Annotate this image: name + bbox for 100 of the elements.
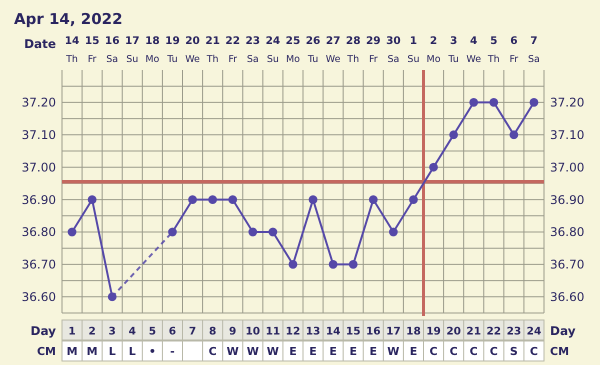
x2-tick-label: 29 <box>366 35 381 47</box>
point <box>328 260 338 269</box>
y2-tick-label: 37.20 <box>550 96 584 110</box>
text: CM <box>550 344 570 358</box>
point <box>368 195 378 204</box>
text: Tu <box>306 54 318 65</box>
point <box>348 260 358 269</box>
x-tick-label: 9 <box>229 326 236 338</box>
text: Fr <box>228 54 238 65</box>
x-tick-label: 11 <box>266 326 280 338</box>
x2-tick-label: 4 <box>470 35 478 47</box>
y-tick-label: 36.80 <box>22 225 56 240</box>
x-tick-label: 19 <box>426 326 441 338</box>
text: Mo <box>286 54 300 65</box>
text: C <box>450 344 458 358</box>
text: W <box>266 344 279 358</box>
text: E <box>349 344 357 358</box>
x2-tick-label: 22 <box>225 35 240 47</box>
text: • <box>148 344 156 358</box>
text: Sa <box>387 54 400 65</box>
text: L <box>128 344 136 358</box>
x2-tick-label: 2 <box>430 35 438 47</box>
y-tick-label: 36.60 <box>22 290 56 304</box>
x-tick-label: 2 <box>88 326 96 338</box>
point <box>449 130 458 140</box>
text: Th <box>65 54 78 65</box>
x-tick-label: 3 <box>108 326 116 338</box>
x2-tick-label: 14 <box>64 35 80 47</box>
y2-tick-label: 36.80 <box>550 225 584 240</box>
x-tick-label: 6 <box>168 326 176 338</box>
text: Sa <box>528 54 540 65</box>
point <box>268 228 278 236</box>
text: Su <box>126 54 138 65</box>
x-tick-label: 18 <box>406 326 421 338</box>
text: E <box>309 344 317 358</box>
text: Fr <box>510 54 518 65</box>
chart-title: Apr 14, 2022 <box>14 10 123 28</box>
text: We <box>466 54 482 65</box>
x-tick-label: 24 <box>526 326 542 338</box>
y-tick-label: 36.90 <box>22 192 56 207</box>
text: Sa <box>106 54 118 65</box>
point <box>68 228 76 236</box>
text: Su <box>407 54 420 65</box>
text: Sa <box>246 54 259 65</box>
point <box>248 228 258 236</box>
point <box>429 162 438 172</box>
x-tick-label: 5 <box>148 326 156 338</box>
x-tick-label: 7 <box>188 326 196 338</box>
y-tick-label: 37.20 <box>22 96 56 110</box>
point <box>409 195 418 204</box>
x-tick-label: 17 <box>386 326 401 338</box>
x2-tick-label: 20 <box>185 35 200 47</box>
point <box>389 228 398 236</box>
point <box>308 195 318 204</box>
x2-tick-label: 16 <box>104 35 120 47</box>
x-tick-label: 8 <box>208 326 216 338</box>
x-tick-label: 14 <box>326 326 340 338</box>
text: Th <box>346 54 360 65</box>
text: M <box>66 344 78 358</box>
x2-tick-label: 30 <box>386 35 401 47</box>
text: Th <box>206 54 219 65</box>
y-tick-label: 37.00 <box>22 160 56 174</box>
text: CM <box>36 344 56 358</box>
x-tick-label: 12 <box>286 326 300 338</box>
x2-tick-label: 15 <box>84 35 100 47</box>
text: M <box>86 344 98 358</box>
x2-tick-label: 1 <box>410 35 418 47</box>
text: Fr <box>368 54 378 65</box>
x-tick-label: 21 <box>466 326 482 338</box>
x2-tick-label: 6 <box>510 35 518 47</box>
text: S <box>510 344 518 358</box>
text: - <box>170 344 175 358</box>
x2-tick-label: 5 <box>490 35 498 47</box>
x2-tick-label: 21 <box>205 35 220 47</box>
x2-tick-label: 18 <box>145 35 160 47</box>
point <box>489 98 498 107</box>
text: W <box>387 344 400 358</box>
text: Tu <box>166 54 178 65</box>
x2-tick-label: 25 <box>286 35 300 47</box>
x2-axis-title: Date <box>24 37 56 51</box>
text: L <box>108 344 116 358</box>
x-tick-label: 15 <box>346 326 361 338</box>
text: Day <box>30 324 56 338</box>
x2-tick-label: 28 <box>346 35 361 47</box>
x2-tick-label: 23 <box>245 35 260 47</box>
text: C <box>430 344 438 358</box>
point <box>530 98 538 107</box>
point <box>510 130 518 140</box>
text: W <box>246 344 259 358</box>
x-axis-title: Day <box>550 324 576 338</box>
y-tick-label: 36.70 <box>22 258 56 272</box>
point <box>228 195 238 204</box>
text: We <box>326 54 341 65</box>
text: Mo <box>426 54 441 65</box>
y2-tick-label: 37.00 <box>550 160 584 174</box>
x-tick-label: 20 <box>446 326 461 338</box>
y2-tick-label: 36.70 <box>550 258 584 272</box>
x2-tick-label: 17 <box>124 35 140 47</box>
text: We <box>185 54 200 65</box>
x2-tick-label: 7 <box>530 35 538 47</box>
